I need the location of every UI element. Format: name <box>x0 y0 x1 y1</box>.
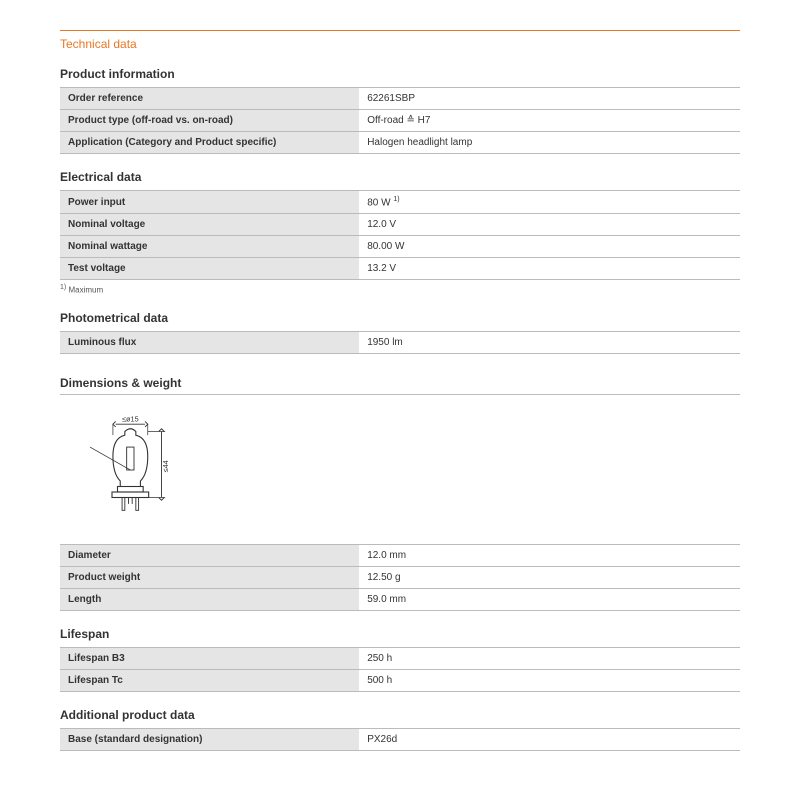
table-row: Diameter 12.0 mm <box>60 544 740 566</box>
row-value: 1950 lm <box>359 331 740 353</box>
row-label: Order reference <box>60 88 359 110</box>
diagram-top-label: ≤ø15 <box>122 415 139 423</box>
row-label: Lifespan B3 <box>60 647 359 669</box>
row-label: Luminous flux <box>60 331 359 353</box>
row-value: 80.00 W <box>359 236 740 258</box>
table-row: Base (standard designation) PX26d <box>60 728 740 750</box>
section-heading-electrical: Electrical data <box>60 170 740 184</box>
row-label: Power input <box>60 191 359 214</box>
row-value: 62261SBP <box>359 88 740 110</box>
table-row: Test voltage 13.2 V <box>60 258 740 280</box>
product-info-table: Order reference 62261SBP Product type (o… <box>60 87 740 154</box>
bulb-diagram-svg: ≤ø15 ≤44 <box>90 415 200 525</box>
table-row: Lifespan Tc 500 h <box>60 669 740 691</box>
page-title: Technical data <box>60 30 740 51</box>
table-row: Product weight 12.50 g <box>60 566 740 588</box>
table-row: Nominal voltage 12.0 V <box>60 214 740 236</box>
table-row: Nominal wattage 80.00 W <box>60 236 740 258</box>
row-value: 80 W 1) <box>359 191 740 214</box>
photometrical-table: Luminous flux 1950 lm <box>60 331 740 354</box>
lifespan-table: Lifespan B3 250 h Lifespan Tc 500 h <box>60 647 740 692</box>
row-label: Diameter <box>60 544 359 566</box>
section-heading-dimensions: Dimensions & weight <box>60 376 740 390</box>
row-label: Nominal wattage <box>60 236 359 258</box>
section-heading-product-info: Product information <box>60 67 740 81</box>
row-label: Test voltage <box>60 258 359 280</box>
row-value: 250 h <box>359 647 740 669</box>
dimensions-divider <box>60 394 740 395</box>
table-row: Power input 80 W 1) <box>60 191 740 214</box>
bulb-diagram: ≤ø15 ≤44 <box>60 407 740 544</box>
row-label: Application (Category and Product specif… <box>60 132 359 154</box>
row-label: Base (standard designation) <box>60 728 359 750</box>
row-label: Product type (off-road vs. on-road) <box>60 110 359 132</box>
row-value: 13.2 V <box>359 258 740 280</box>
section-heading-additional: Additional product data <box>60 708 740 722</box>
row-label: Product weight <box>60 566 359 588</box>
table-row: Lifespan B3 250 h <box>60 647 740 669</box>
row-value: 12.0 V <box>359 214 740 236</box>
row-value: 12.0 mm <box>359 544 740 566</box>
row-value: PX26d <box>359 728 740 750</box>
row-value: 12.50 g <box>359 566 740 588</box>
table-row: Luminous flux 1950 lm <box>60 331 740 353</box>
row-value: 500 h <box>359 669 740 691</box>
section-heading-photometrical: Photometrical data <box>60 311 740 325</box>
section-heading-lifespan: Lifespan <box>60 627 740 641</box>
electrical-table: Power input 80 W 1) Nominal voltage 12.0… <box>60 190 740 280</box>
additional-table: Base (standard designation) PX26d <box>60 728 740 751</box>
electrical-footnote: 1) Maximum <box>60 284 740 295</box>
diagram-side-label: ≤44 <box>161 460 170 472</box>
row-label: Nominal voltage <box>60 214 359 236</box>
table-row: Length 59.0 mm <box>60 588 740 610</box>
row-label: Lifespan Tc <box>60 669 359 691</box>
table-row: Product type (off-road vs. on-road) Off-… <box>60 110 740 132</box>
row-value: 59.0 mm <box>359 588 740 610</box>
table-row: Order reference 62261SBP <box>60 88 740 110</box>
row-value: Halogen headlight lamp <box>359 132 740 154</box>
row-value: Off-road ≙ H7 <box>359 110 740 132</box>
table-row: Application (Category and Product specif… <box>60 132 740 154</box>
row-label: Length <box>60 588 359 610</box>
dimensions-table: Diameter 12.0 mm Product weight 12.50 g … <box>60 544 740 611</box>
